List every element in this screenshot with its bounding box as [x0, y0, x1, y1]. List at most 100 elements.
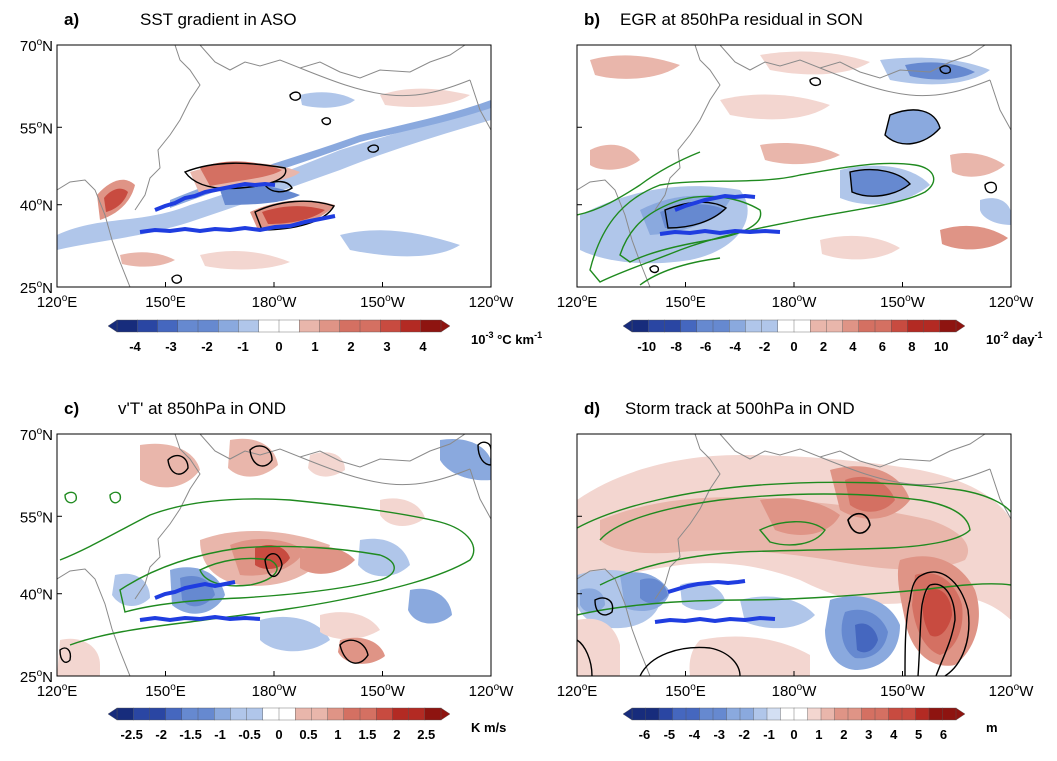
colorbar-tick-label: -2.5 [121, 727, 143, 742]
colorbar-tick-label: 1.5 [358, 727, 376, 742]
colorbar-swatch [400, 319, 422, 333]
colorbar-tick-label: 2 [393, 727, 400, 742]
y-tick-label: 25oN [20, 279, 53, 297]
colorbar-swatch [132, 707, 150, 721]
colorbar-swatch [810, 319, 827, 333]
colorbar-swatch [278, 707, 296, 721]
colorbar-tick-label: -5 [664, 727, 676, 742]
x-tick-label: 180oW [252, 293, 298, 311]
colorbar-tick-label: -3 [713, 727, 725, 742]
colorbar-unit: K m/s [471, 720, 506, 735]
colorbar-swatch [766, 707, 782, 721]
x-tick-label: 120oE [37, 293, 78, 311]
y-tick-label: 55oN [20, 119, 53, 137]
colorbar-tick-label: 3 [383, 339, 390, 354]
x-tick-label: 150oE [665, 293, 706, 311]
panel-b-tag: b) [584, 10, 600, 29]
colorbar-tick-label: 6 [879, 339, 886, 354]
colorbar-tick-label: -4 [689, 727, 701, 742]
colorbar-swatch [928, 707, 944, 721]
colorbar-tick-label: 0 [275, 727, 282, 742]
colorbar-swatch [408, 707, 426, 721]
colorbar-swatch [923, 319, 941, 333]
x-tick-label: 150oW [880, 682, 926, 700]
colorbar-swatch [834, 707, 849, 721]
panel-a-tag: a) [64, 10, 79, 29]
colorbar-swatch [793, 707, 809, 721]
colorbar-swatch [745, 319, 763, 333]
colorbar-swatch [680, 319, 698, 333]
panel-d-tag: d) [584, 399, 600, 418]
colorbar-swatch [631, 707, 647, 721]
x-tick-label: 150oW [360, 682, 406, 700]
colorbar-max-arrow [955, 707, 966, 721]
colorbar-swatch [807, 707, 822, 721]
colorbar-swatch [376, 707, 393, 721]
colorbar-tick-label: -1.5 [179, 727, 201, 742]
colorbar-swatch [359, 707, 377, 721]
colorbar-swatch [213, 707, 231, 721]
x-tick-label: 150oW [880, 293, 926, 311]
colorbar-swatch [858, 319, 876, 333]
x-tick-label: 150oW [360, 293, 406, 311]
colorbar-tick-label: 5 [915, 727, 922, 742]
y-tick-label: 25oN [20, 668, 53, 686]
colorbar-tick-label: 1 [311, 339, 318, 354]
colorbar-swatch [888, 707, 903, 721]
colorbar-tick-label: -2 [155, 727, 167, 742]
y-tick-label: 70oN [20, 37, 53, 55]
colorbar-tick-label: -1 [214, 727, 226, 742]
colorbar-tick-label: 4 [419, 339, 427, 354]
colorbar-swatch [685, 707, 701, 721]
colorbar-tick-label: -10 [637, 339, 656, 354]
colorbar-swatch [726, 707, 741, 721]
colorbar-unit: 10-2 day-1 [986, 330, 1043, 347]
colorbar-tick-label: -1 [763, 727, 775, 742]
colorbar-tick-label: 1 [334, 727, 341, 742]
colorbar-swatch [842, 319, 860, 333]
colorbar-swatch [672, 707, 687, 721]
colorbar-swatch [753, 707, 768, 721]
x-tick-label: 150oE [145, 682, 186, 700]
colorbar-swatch [319, 319, 341, 333]
colorbar-swatch [820, 707, 836, 721]
colorbar-swatch [116, 707, 134, 721]
y-tick-label: 55oN [20, 508, 53, 526]
colorbar-tick-label: 2 [820, 339, 827, 354]
colorbar-max-arrow [440, 707, 451, 721]
colorbar-max-arrow [440, 319, 451, 333]
colorbar-swatch [380, 319, 401, 333]
panel-c-title: v'T' at 850hPa in OND [118, 399, 286, 418]
colorbar-swatch [712, 319, 730, 333]
colorbar-swatch [874, 707, 890, 721]
colorbar-swatch [343, 707, 361, 721]
colorbar-swatch [420, 319, 442, 333]
panel-d-title: Storm track at 500hPa in OND [625, 399, 855, 418]
colorbar-swatch [631, 319, 649, 333]
colorbar-tick-label: 10 [934, 339, 948, 354]
panel-d: d) Storm track at 500hPa in OND [576, 399, 1012, 677]
panel-b-map-field [577, 45, 1011, 287]
y-tick-label: 40oN [20, 197, 53, 215]
panel-a-axes: 120oE 150oE 180oW 150oW 120oW 70oN 55oN 40oN 25o… [20, 37, 514, 311]
colorbar-swatch [218, 319, 239, 333]
panel-a-colorbar: -4 -3 -2 -1 0 1 2 3 4 10-3 °C km-1 [107, 319, 542, 354]
colorbar-swatch [861, 707, 876, 721]
x-tick-label: 120oE [37, 682, 78, 700]
colorbar-swatch [157, 319, 179, 333]
colorbar-min-arrow [622, 707, 633, 721]
colorbar-tick-label: 6 [940, 727, 947, 742]
colorbar-swatch [761, 319, 779, 333]
colorbar-swatch [238, 319, 260, 333]
colorbar-min-arrow [107, 707, 118, 721]
panel-c: c) v'T' at 850hPa in OND [56, 399, 492, 677]
colorbar-swatch [181, 707, 199, 721]
panel-c-axes: 120oE 150oE 180oW 150oW 120oW 70oN 55oN 40oN 25o… [20, 426, 514, 700]
x-tick-label: 120oW [989, 682, 1035, 700]
colorbar-swatch [729, 319, 746, 333]
colorbar-tick-label: -2 [201, 339, 213, 354]
colorbar-swatch [777, 319, 795, 333]
colorbar-tick-label: -4 [129, 339, 141, 354]
colorbar-tick-label: -4 [729, 339, 741, 354]
